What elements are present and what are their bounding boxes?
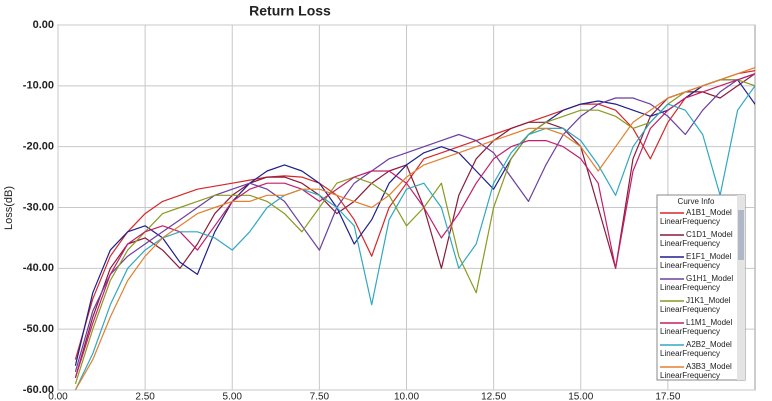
x-tick-label: 15.00: [568, 392, 593, 401]
y-tick-label: 0.00: [33, 19, 54, 31]
legend-label: L1M1_Model: [686, 318, 732, 327]
legend-sublabel: LinearFrequency: [660, 261, 720, 270]
y-axis-label: Loss(dB): [3, 186, 15, 230]
y-tick-label: -10.00: [23, 80, 54, 92]
chart-title: Return Loss: [249, 3, 331, 19]
legend: Curve Info A1B1_ModelLinearFrequencyC1D1…: [656, 194, 746, 381]
legend-sublabel: LinearFrequency: [660, 217, 720, 226]
series-line: [74, 66, 755, 390]
legend-label: J1K1_Model: [686, 296, 731, 305]
legend-box: [656, 194, 746, 381]
x-tick-label: 5.00: [223, 392, 243, 401]
series-line: [74, 69, 755, 360]
series-line: [74, 73, 755, 372]
legend-sublabel: LinearFrequency: [660, 305, 720, 314]
legend-sublabel: LinearFrequency: [660, 371, 720, 380]
legend-label: E1F1_Model: [686, 252, 732, 261]
legend-scroll-thumb[interactable]: [738, 210, 744, 260]
grid: 0.00 -10.00 -20.00 -30.00 -40.00 -50.00 -60.00…: [23, 19, 755, 401]
series-line: [74, 85, 755, 390]
legend-label: G1H1_Model: [686, 274, 733, 283]
legend-label: A3B3_Model: [686, 362, 732, 371]
lines: [74, 66, 755, 390]
x-tick-label: 12.50: [481, 392, 506, 401]
legend-label: A2B2_Model: [686, 340, 732, 349]
legend-sublabel: LinearFrequency: [660, 327, 720, 336]
legend-label: C1D1_Model: [686, 230, 733, 239]
y-tick-label: -20.00: [23, 141, 54, 153]
y-tick-label: -40.00: [23, 262, 54, 274]
legend-scrollbar: [737, 195, 745, 380]
legend-sublabel: LinearFrequency: [660, 349, 720, 358]
legend-sublabel: LinearFrequency: [660, 239, 720, 248]
y-tick-label: -50.00: [23, 323, 54, 335]
x-tick-label: 0.00: [48, 392, 68, 401]
legend-title: Curve Info: [678, 197, 715, 206]
series-line: [74, 79, 755, 366]
legend-sublabel: LinearFrequency: [660, 283, 720, 292]
x-tick-label: 7.50: [310, 392, 330, 401]
y-tick-label: -60.00: [23, 384, 54, 396]
x-tick-label: 2.50: [135, 392, 155, 401]
x-tick-label: 10.00: [394, 392, 419, 401]
legend-label: A1B1_Model: [686, 208, 732, 217]
series-line: [74, 73, 755, 378]
y-tick-label: -30.00: [23, 201, 54, 213]
legend-items: A1B1_ModelLinearFrequencyC1D1_ModelLinea…: [660, 208, 733, 380]
x-tick-label: 17.50: [655, 392, 680, 401]
